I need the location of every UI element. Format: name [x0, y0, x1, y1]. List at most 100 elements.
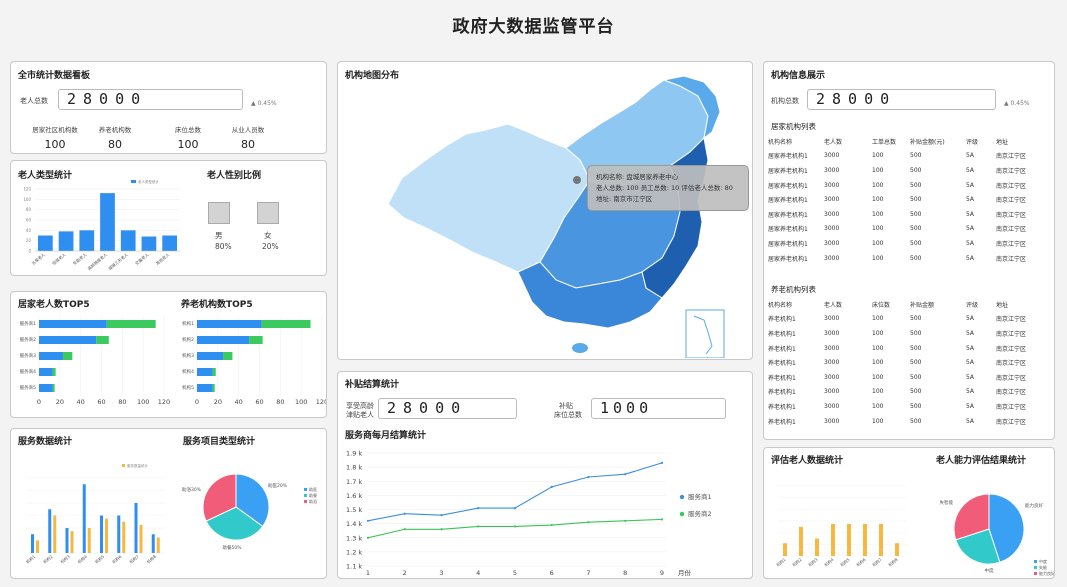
legend-swatch — [304, 494, 307, 497]
table-cell: 500 — [910, 239, 922, 247]
x-tick-label: 五保老人 — [30, 251, 46, 266]
elder-total-value: 28000 — [58, 89, 243, 110]
table-cell: 南京江宁区 — [996, 255, 1027, 263]
map-marker[interactable] — [573, 176, 581, 184]
x-tick-label: 机构6 — [855, 556, 867, 568]
x-tick-label: 机构8 — [145, 553, 157, 565]
legend-marker — [679, 511, 685, 517]
table-row[interactable]: 居家养老机构1 3000 100 500 5A 南京江宁区 — [768, 236, 1050, 251]
table-row[interactable]: 居家养老机构1 3000 100 500 5A 南京江宁区 — [768, 163, 1050, 178]
table-cell: 南京江宁区 — [996, 403, 1027, 411]
trend-up-icon: ▲ — [251, 100, 258, 107]
x-tick-label: 4 — [476, 569, 480, 577]
table-cell: 居家养老机构1 — [768, 153, 808, 161]
x-tick-label: 40 — [77, 398, 85, 406]
table-cell: 南京江宁区 — [996, 167, 1027, 175]
bar — [223, 352, 233, 360]
male-percent: 80% — [215, 242, 232, 251]
y-tick-label: 120 — [23, 187, 31, 192]
org-list-title: 养老机构列表 — [771, 285, 816, 294]
elder-allowance-value: 28000 — [378, 398, 517, 419]
map-region-south[interactable] — [517, 261, 663, 329]
map-region-northeast[interactable] — [662, 76, 721, 140]
table-row[interactable]: 居家养老机构1 3000 100 500 5A 南京江宁区 — [768, 222, 1050, 237]
map-region-hainan[interactable] — [572, 343, 588, 353]
bar — [105, 518, 108, 553]
pie-slice — [953, 493, 990, 541]
bar — [39, 368, 53, 376]
data-point — [440, 514, 443, 517]
table-row[interactable]: 养老机构1 3000 100 500 5A 南京江宁区 — [768, 385, 1050, 400]
elder-total-label: 老人总数 — [20, 97, 48, 105]
x-tick-label: 120 — [316, 398, 327, 406]
table-cell: 养老机构1 — [768, 403, 796, 411]
x-tick-label: 机构2 — [42, 553, 54, 565]
data-point — [624, 519, 627, 522]
org-info-title: 机构信息展示 — [771, 71, 826, 81]
table-row[interactable]: 养老机构1 3000 100 500 5A 南京江宁区 — [768, 341, 1050, 356]
table-cell: 3000 — [824, 225, 840, 233]
y-tick-label: 40 — [26, 228, 32, 233]
x-tick-label: 机构8 — [887, 556, 899, 568]
table-header-cell: 机构名称 — [768, 138, 793, 146]
bar — [134, 503, 138, 553]
x-tick-label: 机构4 — [76, 553, 88, 565]
legend-label: 老人类型统计 — [138, 179, 159, 184]
table-cell: 500 — [910, 388, 922, 396]
y-tick-label: 1.8 k — [346, 464, 362, 472]
table-row[interactable]: 养老机构1 3000 100 500 5A 南京江宁区 — [768, 355, 1050, 370]
table-row[interactable]: 养老机构1 3000 100 500 5A 南京江宁区 — [768, 326, 1050, 341]
table-cell: 3000 — [824, 417, 840, 425]
table-cell: 养老机构1 — [768, 316, 796, 324]
table-cell: 100 — [872, 417, 884, 425]
bar — [31, 534, 34, 553]
x-axis-label: 月份 — [678, 568, 692, 577]
gender-ratio-title: 老人性别比例 — [207, 171, 262, 181]
x-tick-label: 100 — [137, 398, 149, 406]
trend-up-icon: ▲ — [1004, 100, 1011, 107]
table-cell: 5A — [966, 388, 974, 396]
bar — [156, 537, 160, 553]
y-tick-label: 服务商2 — [20, 336, 36, 343]
x-tick-label: 机构7 — [128, 553, 140, 565]
table-cell: 3000 — [824, 181, 840, 189]
y-tick-label: 服务商1 — [20, 320, 36, 327]
table-row[interactable]: 居家养老机构1 3000 100 500 5A 南京江宁区 — [768, 251, 1050, 266]
bar — [212, 368, 216, 376]
elder-type-chart: 120 100 80 60 40 20 0 老人类型统计五保老人 低保老人 失能老人 高龄独居老人城… — [23, 179, 180, 271]
table-row[interactable]: 居家养老机构1 3000 100 500 5A 南京江宁区 — [768, 178, 1050, 193]
table-cell: 5A — [966, 359, 974, 367]
bar — [139, 524, 143, 553]
bar — [197, 352, 224, 360]
table-cell: 500 — [910, 225, 922, 233]
table-cell: 5A — [966, 239, 974, 247]
top5-home-title: 居家老人数TOP5 — [18, 300, 90, 310]
table-row[interactable]: 居家养老机构1 3000 100 500 5A 南京江宁区 — [768, 149, 1050, 164]
bar — [799, 526, 803, 556]
table-cell: 100 — [872, 388, 884, 396]
bar — [62, 352, 73, 360]
china-map[interactable] — [368, 76, 753, 358]
page-title: 政府大数据监管平台 — [452, 17, 615, 37]
table-cell: 3000 — [824, 402, 840, 410]
x-tick-label: 其他老人 — [154, 251, 170, 266]
table-row[interactable]: 养老机构1 3000 100 500 5A 南京江宁区 — [768, 370, 1050, 385]
tooltip-org-name: 机构名称: 盘城居家养老中心 — [596, 173, 679, 181]
table-cell: 5A — [966, 210, 974, 218]
table-row[interactable]: 养老机构1 3000 100 500 5A 南京江宁区 — [768, 414, 1050, 429]
table-cell: 3000 — [824, 239, 840, 247]
table-cell: 100 — [872, 344, 884, 352]
table-row[interactable]: 居家养老机构1 3000 100 500 5A 南京江宁区 — [768, 207, 1050, 222]
bar — [783, 543, 787, 556]
table-row[interactable]: 养老机构1 3000 100 500 5A 南京江宁区 — [768, 312, 1050, 327]
table-row[interactable]: 居家养老机构1 3000 100 500 5A 南京江宁区 — [768, 192, 1050, 207]
city-stats-title: 全市统计数据看板 — [18, 71, 91, 81]
table-cell: 居家养老机构1 — [768, 240, 808, 248]
y-tick-label: 1.7 k — [346, 478, 362, 486]
table-cell: 3000 — [824, 373, 840, 381]
top5-home-chart: 0 20 40 60 80 100 120 服务商1 服务商2 服务商3 服务商4 服务商5 — [20, 316, 170, 406]
table-cell: 5A — [966, 254, 974, 262]
table-row[interactable]: 养老机构1 3000 100 500 5A 南京江宁区 — [768, 399, 1050, 414]
